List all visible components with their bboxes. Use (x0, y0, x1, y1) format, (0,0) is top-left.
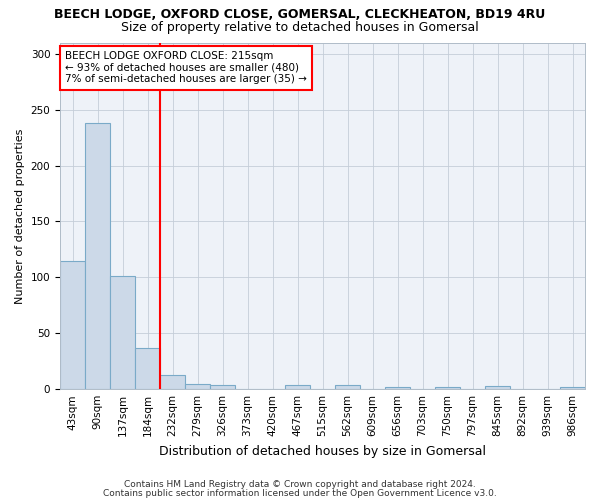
Bar (60, 260, 85, 389)
Bar (85, 123, 110, 389)
Bar (435, 387, 460, 389)
Bar (385, 387, 410, 389)
Text: BEECH LODGE, OXFORD CLOSE, GOMERSAL, CLECKHEATON, BD19 4RU: BEECH LODGE, OXFORD CLOSE, GOMERSAL, CLE… (55, 8, 545, 20)
Bar (285, 384, 310, 389)
Bar (210, 384, 235, 389)
Text: BEECH LODGE OXFORD CLOSE: 215sqm
← 93% of detached houses are smaller (480)
7% o: BEECH LODGE OXFORD CLOSE: 215sqm ← 93% o… (65, 51, 307, 84)
Bar (185, 384, 210, 389)
Bar (560, 387, 585, 389)
Y-axis label: Number of detached properties: Number of detached properties (15, 128, 25, 304)
X-axis label: Distribution of detached houses by size in Gomersal: Distribution of detached houses by size … (159, 444, 486, 458)
Bar (110, 276, 135, 389)
Bar (135, 348, 160, 389)
Text: Contains public sector information licensed under the Open Government Licence v3: Contains public sector information licen… (103, 488, 497, 498)
Text: Contains HM Land Registry data © Crown copyright and database right 2024.: Contains HM Land Registry data © Crown c… (124, 480, 476, 489)
Text: Size of property relative to detached houses in Gomersal: Size of property relative to detached ho… (121, 21, 479, 34)
Bar (335, 384, 360, 389)
Bar (485, 386, 510, 389)
Bar (160, 374, 185, 389)
